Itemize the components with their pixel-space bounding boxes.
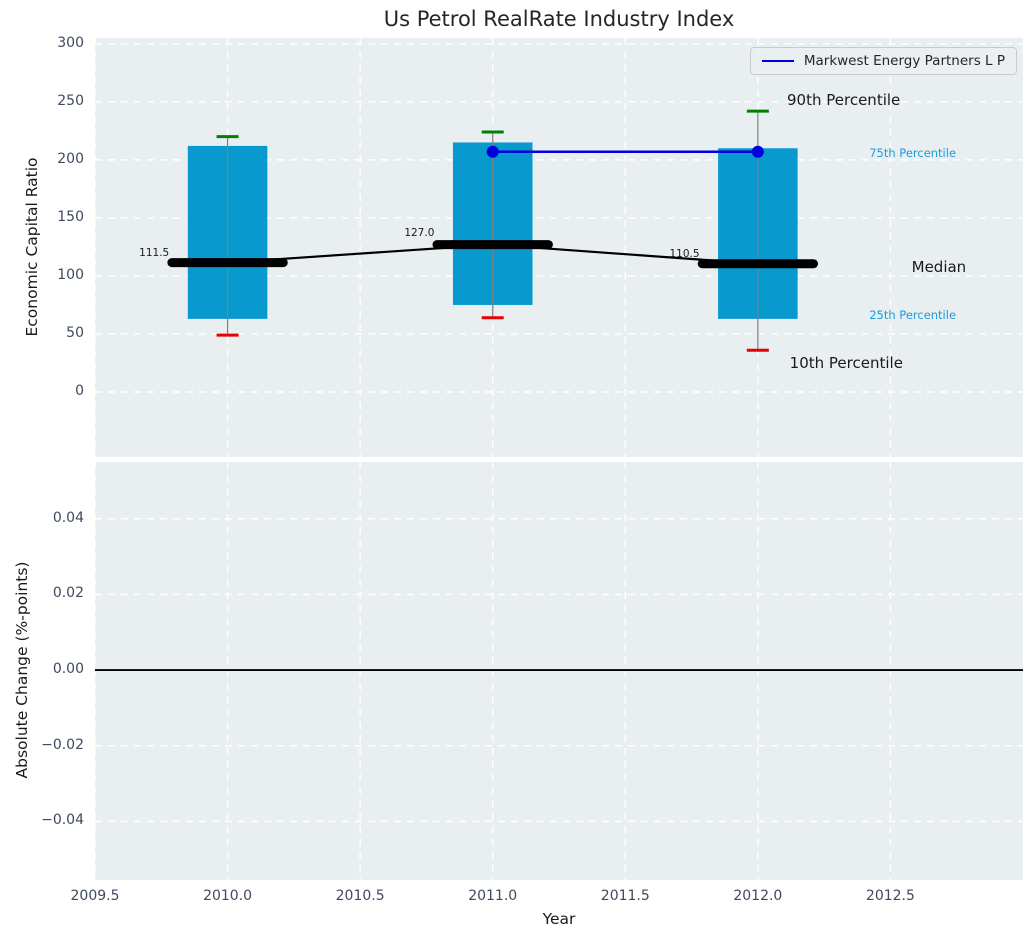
percentile-annotation: 10th Percentile <box>789 353 903 372</box>
x-axis-label: Year <box>542 910 576 928</box>
y-tick-label: 150 <box>57 208 84 225</box>
y-tick-label: 100 <box>57 266 84 283</box>
y-tick-label: 0.00 <box>52 661 84 678</box>
y-tick-label: 300 <box>57 34 84 51</box>
y-tick-label: 0 <box>75 383 84 399</box>
legend-line-sample-icon <box>761 60 794 62</box>
x-tick-label: 2010.5 <box>335 888 385 904</box>
y-axis-label-top: Economic Capital Ratio <box>23 157 41 337</box>
y-tick-label: 0.02 <box>52 585 84 602</box>
median-value-label: 111.5 <box>139 246 170 259</box>
legend: Markwest Energy Partners L P <box>749 47 1017 75</box>
legend-label: Markwest Energy Partners L P <box>803 53 1005 69</box>
x-tick-label: 2009.5 <box>70 888 120 904</box>
x-tick-label: 2011.5 <box>600 888 650 904</box>
x-tick-label: 2012.5 <box>865 888 915 904</box>
y-tick-label: −0.04 <box>41 812 84 829</box>
x-tick-label: 2010.0 <box>203 888 253 904</box>
percentile-annotation: 25th Percentile <box>869 308 957 323</box>
bottom-plot-canvas <box>95 462 1023 880</box>
y-tick-label: 0.04 <box>52 509 84 526</box>
company-marker <box>486 145 499 158</box>
median-value-label: 110.5 <box>669 247 700 260</box>
y-tick-label: 200 <box>57 150 84 167</box>
percentile-annotation: 75th Percentile <box>869 145 957 160</box>
top-plot-canvas <box>95 38 1023 457</box>
percentile-annotation: Median <box>911 257 967 276</box>
median-value-label: 127.0 <box>404 226 435 239</box>
y-tick-label: 250 <box>57 92 84 109</box>
y-tick-label: −0.02 <box>41 736 84 753</box>
y-tick-label: 50 <box>66 324 84 341</box>
bottom-axes-absolute-change <box>95 462 1023 880</box>
x-tick-label: 2012.0 <box>733 888 783 904</box>
chart-title: Us Petrol RealRate Industry Index <box>383 7 735 31</box>
top-axes-economic-capital-ratio: Markwest Energy Partners L P <box>95 38 1023 457</box>
percentile-annotation: 90th Percentile <box>787 90 901 109</box>
x-tick-label: 2011.0 <box>468 888 518 904</box>
company-marker <box>751 145 764 158</box>
